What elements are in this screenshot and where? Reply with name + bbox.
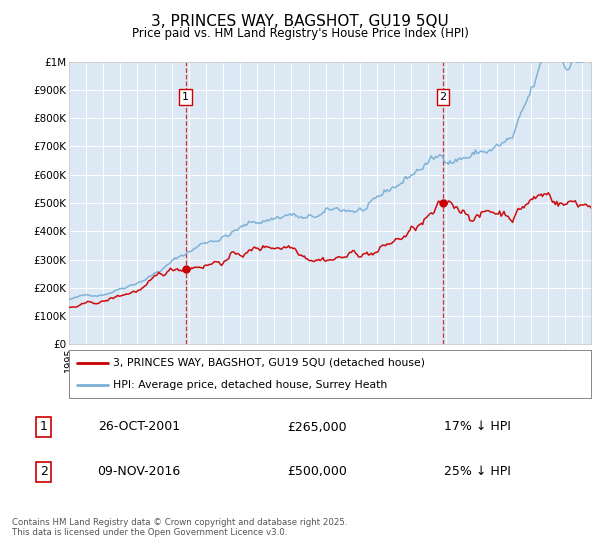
Text: 25% ↓ HPI: 25% ↓ HPI — [444, 465, 511, 478]
Text: HPI: Average price, detached house, Surrey Heath: HPI: Average price, detached house, Surr… — [113, 380, 388, 390]
Text: £500,000: £500,000 — [287, 465, 347, 478]
Text: 09-NOV-2016: 09-NOV-2016 — [97, 465, 181, 478]
Text: 1: 1 — [182, 92, 189, 102]
Text: 1: 1 — [40, 421, 47, 433]
Text: £265,000: £265,000 — [287, 421, 347, 433]
Text: 3, PRINCES WAY, BAGSHOT, GU19 5QU (detached house): 3, PRINCES WAY, BAGSHOT, GU19 5QU (detac… — [113, 358, 425, 368]
Text: 2: 2 — [40, 465, 47, 478]
Text: 17% ↓ HPI: 17% ↓ HPI — [444, 421, 511, 433]
Text: Price paid vs. HM Land Registry's House Price Index (HPI): Price paid vs. HM Land Registry's House … — [131, 27, 469, 40]
Text: 26-OCT-2001: 26-OCT-2001 — [98, 421, 180, 433]
Text: 3, PRINCES WAY, BAGSHOT, GU19 5QU: 3, PRINCES WAY, BAGSHOT, GU19 5QU — [151, 14, 449, 29]
Text: Contains HM Land Registry data © Crown copyright and database right 2025.
This d: Contains HM Land Registry data © Crown c… — [12, 518, 347, 538]
Text: 2: 2 — [440, 92, 446, 102]
